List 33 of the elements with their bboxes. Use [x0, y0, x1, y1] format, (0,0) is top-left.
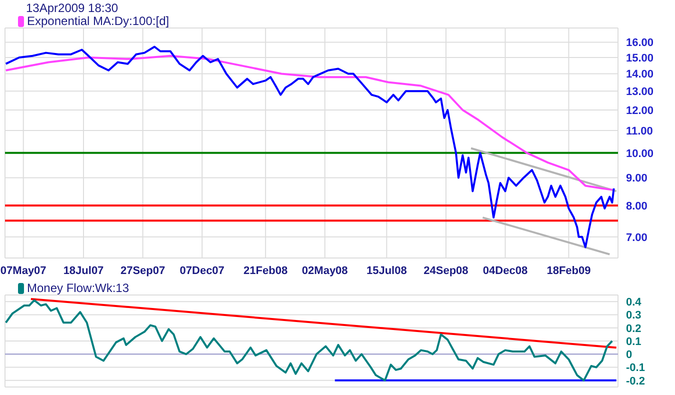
legend-label: Exponential MA:Dy:100:[d] — [27, 14, 170, 28]
y-tick-label: 0.4 — [626, 296, 642, 308]
y-tick-label: 15.00 — [626, 52, 654, 64]
x-tick-label: 24Sep08 — [424, 264, 468, 277]
y-tick-label: 13.00 — [626, 86, 654, 98]
y-tick-label: -0.2 — [626, 375, 645, 388]
y-tick-label: 0 — [626, 349, 632, 362]
y-tick-label: 0.2 — [626, 322, 642, 335]
y-tick-label: 0.3 — [626, 310, 642, 322]
y-tick-label: 0.1 — [626, 336, 642, 348]
x-tick-label: 07Dec07 — [180, 264, 224, 277]
y-tick-label: 14.00 — [626, 68, 654, 81]
x-tick-label: 21Feb08 — [244, 264, 288, 277]
line-series — [5, 46, 615, 248]
x-tick-label: 18Feb09 — [546, 264, 591, 277]
y-tick-label: 16.00 — [626, 37, 654, 50]
x-tick-label: 07May07 — [0, 264, 46, 277]
text: 13Apr2009 18:30 — [26, 1, 120, 15]
legend-label: Money Flow:Wk:13 — [27, 281, 130, 295]
y-tick-label: 8.00 — [626, 200, 648, 212]
y-tick-label: 9.00 — [626, 172, 648, 185]
x-tick-label: 27Sep07 — [120, 264, 166, 277]
x-tick-label: 04Dec08 — [482, 264, 528, 277]
x-tick-label: 02May08 — [302, 264, 348, 277]
x-tick-label: 18Jul07 — [63, 264, 104, 277]
y-tick-label: 12.00 — [626, 104, 654, 117]
y-tick-label: 10.00 — [626, 148, 654, 160]
line-series — [5, 299, 614, 382]
y-tick-label: -0.1 — [626, 362, 645, 374]
y-tick-label: 11.00 — [626, 125, 653, 138]
y-tick-label: 7.00 — [626, 232, 648, 244]
x-tick-label: 15Jul08 — [366, 264, 407, 277]
line-series — [5, 54, 614, 191]
